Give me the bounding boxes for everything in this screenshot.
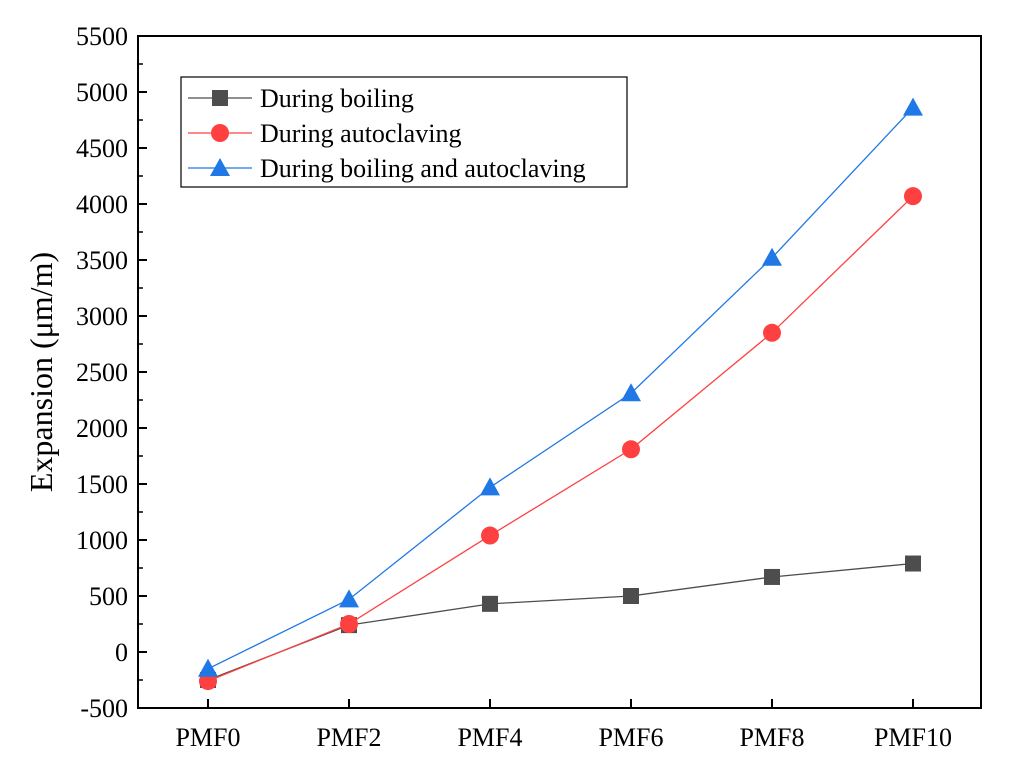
series-circle bbox=[199, 187, 922, 691]
legend-box bbox=[180, 76, 628, 188]
legend-entry: During boiling bbox=[260, 84, 414, 113]
data-point bbox=[340, 615, 358, 633]
x-tick-label: PMF4 bbox=[457, 723, 522, 752]
y-axis: -500 0 500 1000 1500 2000 2500 3000 3500 4000 4500… bbox=[76, 22, 147, 723]
data-point bbox=[339, 589, 359, 608]
y-tick-label: 2500 bbox=[76, 358, 128, 387]
data-point bbox=[480, 477, 500, 496]
y-tick-label: 3500 bbox=[76, 246, 128, 275]
data-point bbox=[623, 588, 639, 604]
y-tick-label: 500 bbox=[89, 582, 128, 611]
x-tick-label: PMF6 bbox=[598, 723, 663, 752]
data-point bbox=[622, 440, 640, 459]
y-tick-label: -500 bbox=[80, 694, 128, 723]
y-tick-label: 1000 bbox=[76, 526, 128, 555]
data-point bbox=[904, 187, 922, 206]
x-tick-label: PMF8 bbox=[739, 723, 804, 752]
legend-entry: During autoclaving bbox=[260, 119, 461, 148]
y-tick-label: 4000 bbox=[76, 190, 128, 219]
series-square bbox=[200, 555, 921, 688]
data-point bbox=[198, 658, 218, 677]
y-tick-label: 5500 bbox=[76, 22, 128, 51]
x-tick-label: PMF10 bbox=[874, 723, 952, 752]
y-tick-label: 0 bbox=[115, 638, 128, 667]
data-point bbox=[621, 383, 641, 402]
legend-marker bbox=[211, 124, 229, 142]
data-point bbox=[903, 97, 923, 116]
y-tick-label: 5000 bbox=[76, 78, 128, 107]
data-point bbox=[764, 568, 780, 585]
y-axis-title: Expansion (μm/m) bbox=[23, 252, 59, 492]
x-tick-label: PMF2 bbox=[316, 723, 381, 752]
data-point bbox=[905, 555, 921, 572]
y-tick-label: 1500 bbox=[76, 470, 128, 499]
data-point bbox=[482, 595, 498, 612]
y-tick-label: 3000 bbox=[76, 302, 128, 331]
series-triangle bbox=[198, 97, 923, 677]
series-layer bbox=[198, 97, 923, 691]
legend-entry: During boiling and autoclaving bbox=[260, 154, 586, 183]
legend: During boiling During autoclaving During b… bbox=[180, 76, 628, 188]
x-tick-label: PMF0 bbox=[175, 723, 240, 752]
data-point bbox=[762, 247, 782, 266]
legend-marker bbox=[210, 158, 230, 176]
series-line bbox=[207, 195, 914, 682]
y-tick-label: 4500 bbox=[76, 134, 128, 163]
series-line bbox=[207, 562, 914, 681]
series-line bbox=[207, 107, 914, 670]
y-tick-label: 2000 bbox=[76, 414, 128, 443]
legend-marker bbox=[212, 90, 228, 106]
data-point bbox=[481, 526, 499, 545]
x-axis: PMF0 PMF2 PMF4 PMF6 PMF8 PMF10 bbox=[175, 699, 952, 752]
data-point bbox=[763, 323, 781, 342]
